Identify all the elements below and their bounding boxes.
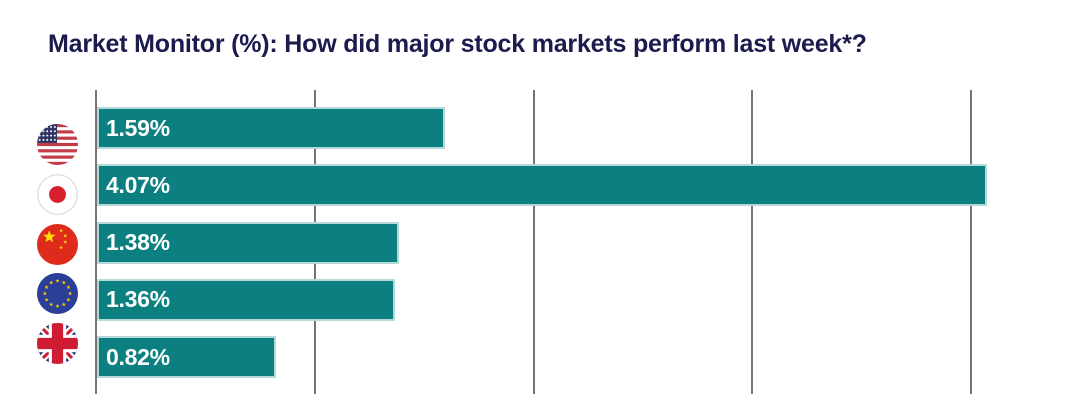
japan-flag-icon bbox=[37, 173, 78, 215]
bar-value-label: 1.38% bbox=[106, 229, 170, 256]
us-flag-icon bbox=[37, 124, 78, 165]
chart-title: Market Monitor (%): How did major stock … bbox=[48, 30, 867, 58]
china-flag-icon bbox=[37, 223, 78, 265]
bar-value-label: 4.07% bbox=[106, 171, 170, 198]
bar-european-union: 1.36% bbox=[97, 278, 395, 321]
uk-flag-icon bbox=[37, 323, 78, 365]
bar-value-label: 0.82% bbox=[106, 343, 170, 370]
bar-united-states: 1.59% bbox=[97, 107, 445, 149]
gridline bbox=[532, 90, 535, 394]
gridline bbox=[95, 90, 97, 394]
gridline bbox=[970, 90, 972, 394]
bar-united-kingdom: 0.82% bbox=[97, 336, 277, 379]
eu-flag-icon bbox=[37, 273, 78, 315]
bar-value-label: 1.59% bbox=[106, 114, 170, 141]
bar-japan: 4.07% bbox=[97, 164, 988, 207]
bar-value-label: 1.36% bbox=[106, 286, 170, 313]
gridline bbox=[751, 90, 754, 394]
bar-china: 1.38% bbox=[97, 221, 399, 264]
